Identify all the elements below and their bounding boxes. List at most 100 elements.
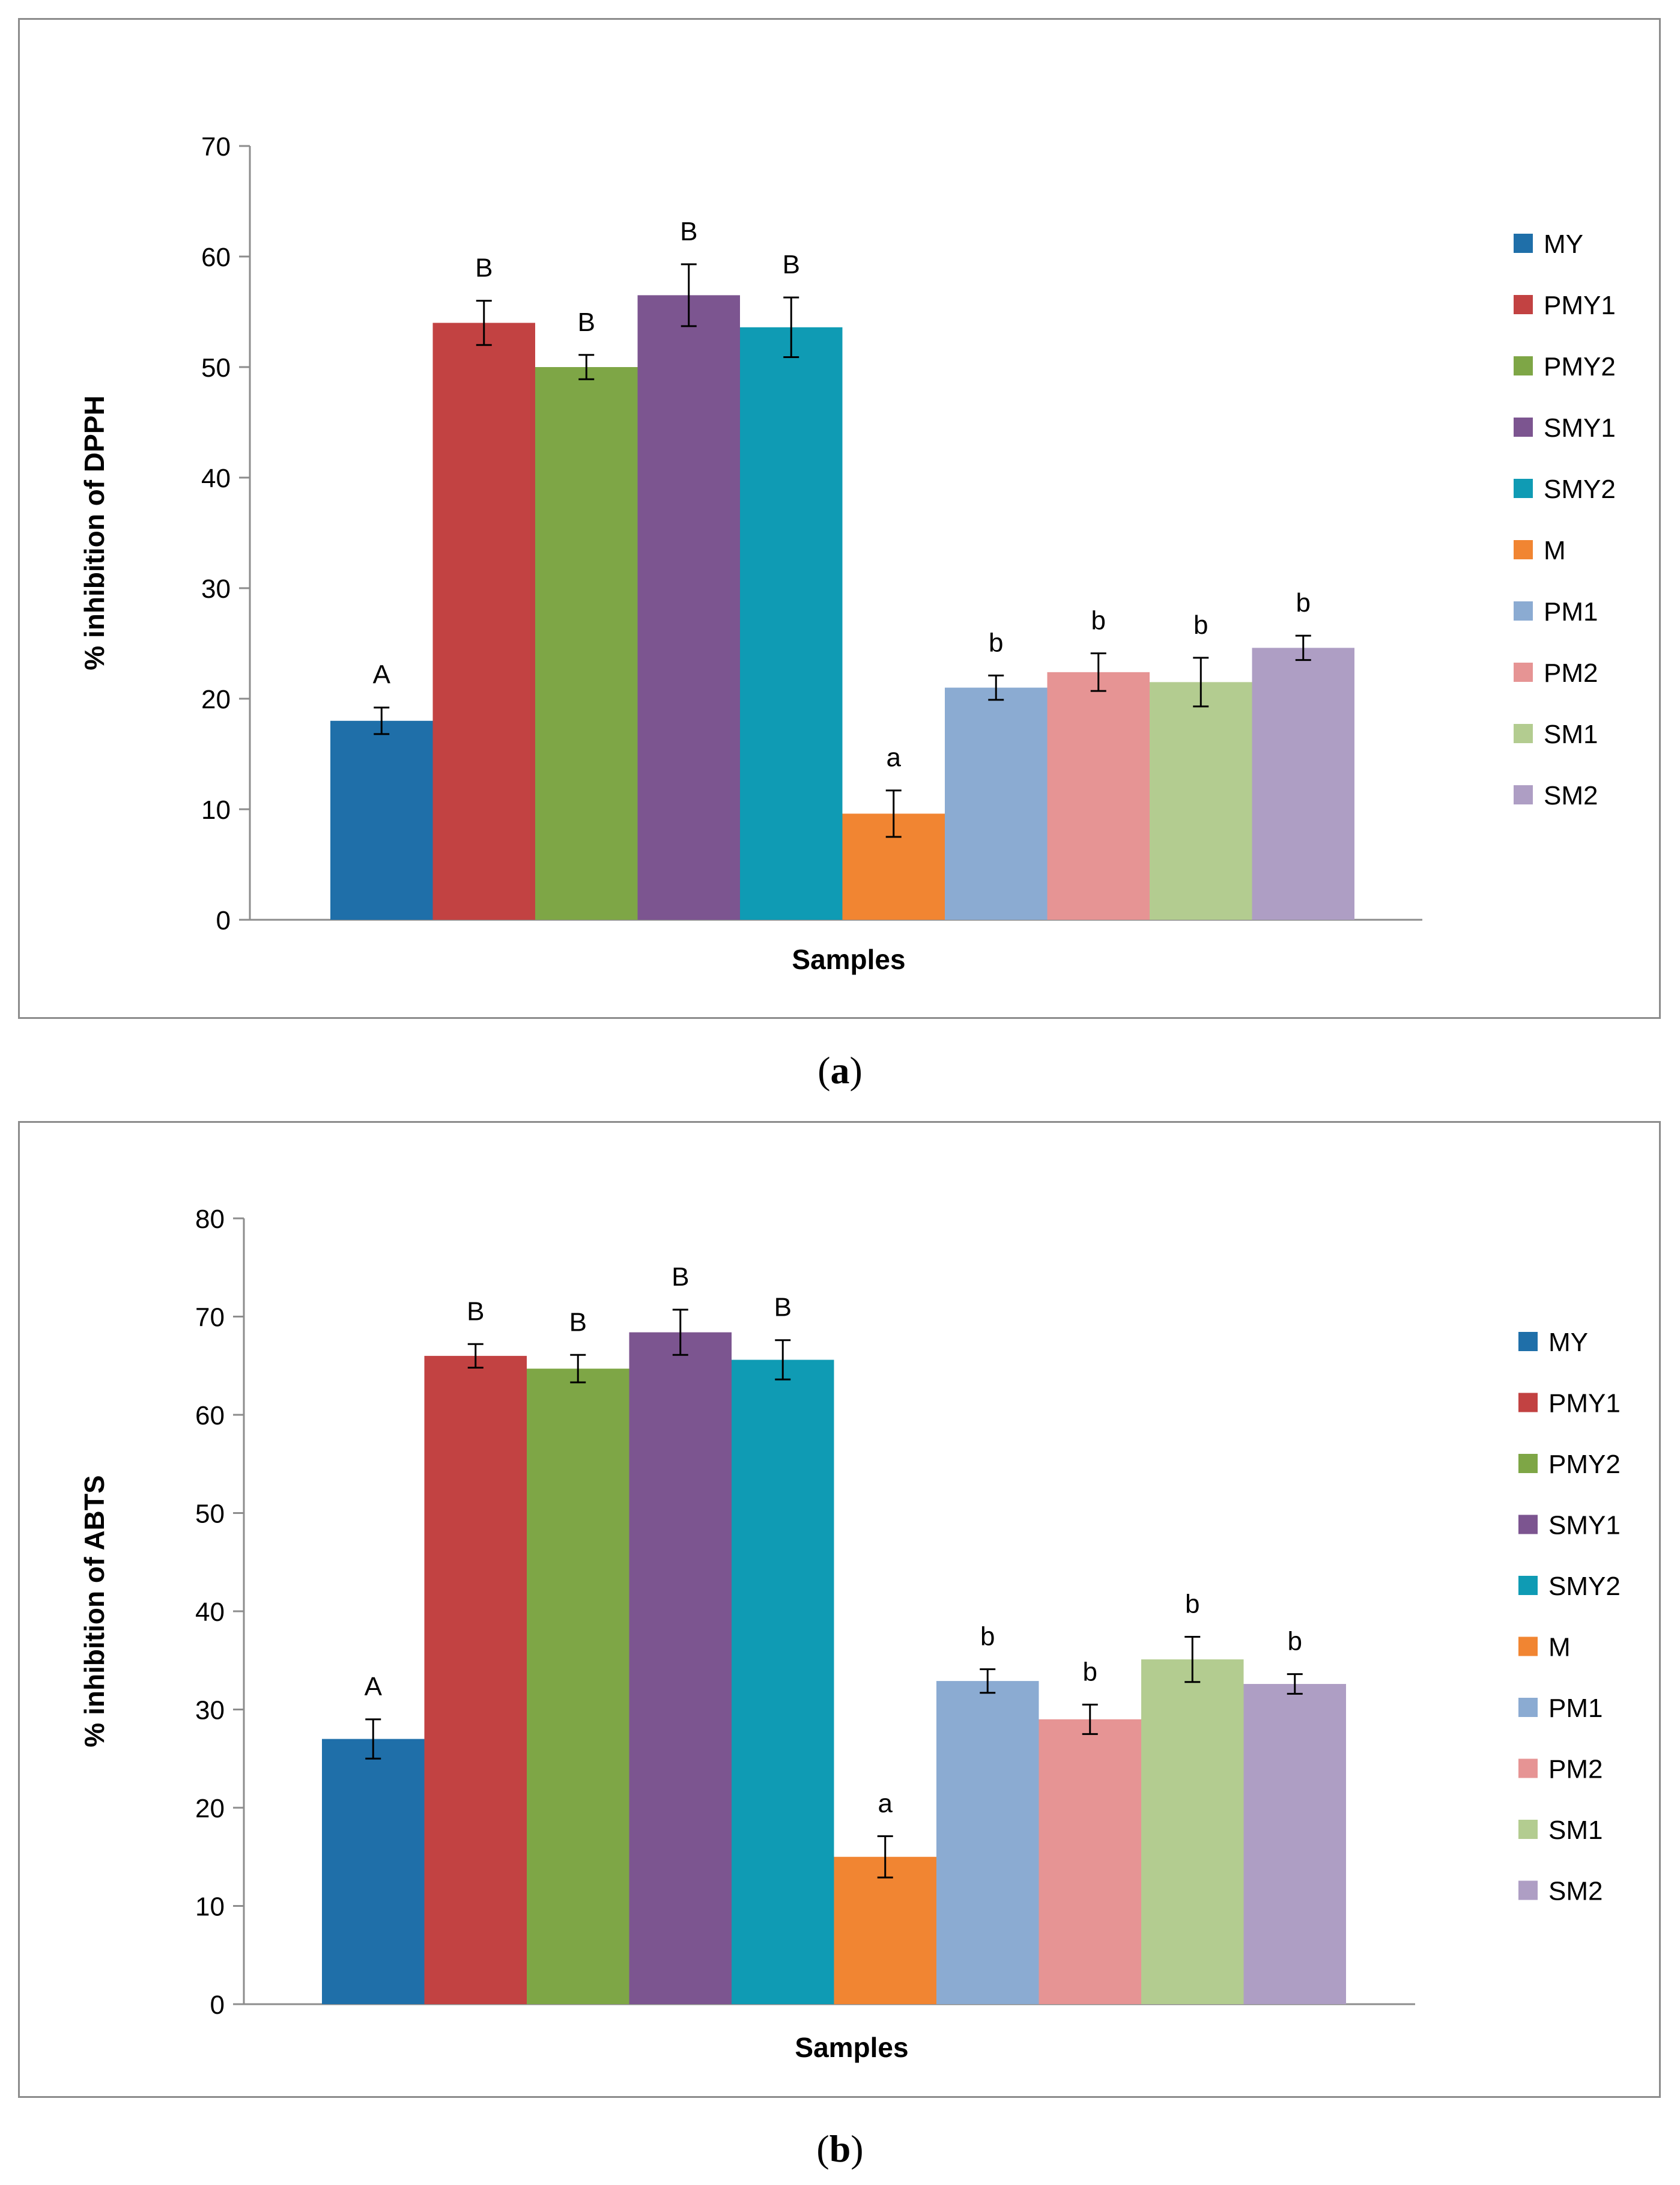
abts-bar-chart: 0 10 20 30 40 50 60 70 80 % inhibition of ABTS Sam… — [79, 1205, 1621, 2063]
legend-label-pm1: PM1 — [1544, 597, 1598, 627]
significance-label: A — [365, 1672, 383, 1701]
legend-swatch-smy1 — [1514, 418, 1533, 437]
legend-swatch-smy2 — [1514, 479, 1533, 498]
y-axis-title: % inhibition of ABTS — [79, 1475, 110, 1747]
legend-label-pmy2: PMY2 — [1548, 1450, 1621, 1479]
legend-label-sm1: SM1 — [1548, 1816, 1603, 1845]
significance-label: B — [467, 1296, 484, 1326]
legend-swatch-pm2 — [1514, 663, 1533, 682]
bar-sm1 — [1150, 682, 1252, 920]
y-tick-label: 40 — [201, 464, 231, 493]
significance-label: B — [569, 1307, 587, 1337]
x-axis-title: Samples — [795, 2032, 908, 2063]
bar-smy1 — [637, 295, 740, 920]
y-axis-title: % inhibition of DPPH — [79, 395, 110, 670]
bar-pmy2 — [527, 1369, 629, 2004]
bar-smy2 — [732, 1360, 834, 2004]
legend-swatch-pmy2 — [1514, 356, 1533, 375]
bar-pm1 — [945, 687, 1048, 920]
panel-caption-b: (b) — [816, 2127, 864, 2170]
legend-swatch-smy1 — [1518, 1515, 1538, 1534]
significance-label: a — [887, 743, 902, 773]
significance-label: b — [989, 628, 1003, 657]
y-tick-label: 50 — [201, 353, 231, 383]
significance-label: B — [680, 217, 697, 246]
legend-label-pm2: PM2 — [1548, 1755, 1603, 1784]
significance-label: B — [578, 308, 595, 337]
legend-swatch-pm1 — [1518, 1698, 1538, 1717]
legend-label-sm2: SM2 — [1544, 781, 1598, 810]
bar-pmy1 — [432, 323, 535, 920]
bar-smy1 — [629, 1332, 732, 2004]
legend-label-smy1: SMY1 — [1548, 1511, 1621, 1540]
significance-label: b — [1288, 1627, 1302, 1656]
legend-swatch-sm1 — [1514, 724, 1533, 743]
panel-caption-a: (a) — [817, 1049, 863, 1092]
y-tick-label: 30 — [195, 1696, 225, 1725]
bar-pm1 — [936, 1681, 1039, 2004]
legend-swatch-pmy1 — [1514, 295, 1533, 314]
legend-swatch-m — [1514, 540, 1533, 559]
legend-swatch-smy2 — [1518, 1576, 1538, 1595]
y-tick-label: 20 — [201, 685, 231, 714]
y-tick-label: 80 — [195, 1205, 225, 1234]
bar-sm1 — [1141, 1659, 1244, 2004]
y-tick-label: 10 — [201, 795, 231, 825]
y-tick-label: 40 — [195, 1597, 225, 1627]
legend-label-pmy2: PMY2 — [1544, 352, 1616, 381]
significance-label: b — [1083, 1657, 1097, 1686]
y-tick-label: 70 — [201, 132, 231, 162]
y-tick-label: 70 — [195, 1303, 225, 1333]
significance-label: b — [1193, 610, 1208, 640]
y-tick-label: 20 — [195, 1794, 225, 1823]
y-tick-label: 10 — [195, 1892, 225, 1922]
bar-pmy2 — [535, 367, 638, 920]
legend-label-smy2: SMY2 — [1548, 1572, 1621, 1601]
bar-pm2 — [1047, 672, 1150, 920]
bar-pmy1 — [424, 1355, 527, 2004]
significance-label: A — [373, 660, 391, 690]
significance-label: b — [1091, 606, 1106, 636]
legend-swatch-sm2 — [1514, 785, 1533, 804]
bar-pm2 — [1039, 1719, 1141, 2004]
significance-label: B — [475, 254, 493, 283]
legend-label-sm1: SM1 — [1544, 720, 1598, 749]
bar-m — [834, 1856, 936, 2004]
significance-label: b — [1296, 588, 1311, 618]
bar-smy2 — [740, 327, 843, 920]
significance-label: B — [783, 250, 800, 279]
y-tick-label: 30 — [201, 574, 231, 604]
legend-label-my: MY — [1544, 229, 1583, 259]
legend-label-my: MY — [1548, 1328, 1588, 1357]
dpph-bar-chart: 0 10 20 30 40 50 60 70 % inhibition of DPPH Sampl… — [79, 132, 1616, 975]
significance-label: b — [980, 1621, 995, 1651]
legend-swatch-my — [1514, 234, 1533, 253]
chart-panel-abts: 0 10 20 30 40 50 60 70 80 % inhibition of ABTS Sam… — [18, 1121, 1661, 2098]
x-axis-title: Samples — [792, 944, 905, 975]
legend-swatch-pmy1 — [1518, 1393, 1538, 1412]
legend-swatch-m — [1518, 1636, 1538, 1656]
significance-label: B — [774, 1293, 792, 1322]
legend-label-m: M — [1544, 536, 1566, 565]
legend-label-smy1: SMY1 — [1544, 413, 1616, 443]
legend-swatch-pm1 — [1514, 601, 1533, 621]
bar-sm2 — [1252, 648, 1354, 920]
legend-swatch-my — [1518, 1332, 1538, 1351]
y-tick-label: 60 — [195, 1401, 225, 1430]
bar-sm2 — [1243, 1683, 1346, 2004]
significance-label: B — [672, 1262, 689, 1292]
y-tick-label: 0 — [216, 906, 231, 935]
bar-my — [330, 720, 433, 920]
legend-label-pmy1: PMY1 — [1544, 291, 1616, 320]
legend-label-sm2: SM2 — [1548, 1877, 1603, 1906]
significance-label: a — [878, 1788, 893, 1818]
legend-label-pm2: PM2 — [1544, 658, 1598, 688]
y-tick-label: 0 — [210, 1990, 225, 2020]
legend-swatch-sm2 — [1518, 1880, 1538, 1900]
y-tick-label: 50 — [195, 1500, 225, 1529]
chart-panel-dpph: 0 10 20 30 40 50 60 70 % inhibition of DPPH Sampl… — [18, 18, 1661, 1019]
legend-swatch-pm2 — [1518, 1758, 1538, 1778]
legend-label-smy2: SMY2 — [1544, 475, 1616, 504]
legend-swatch-pmy2 — [1518, 1454, 1538, 1473]
bar-my — [322, 1739, 425, 2004]
